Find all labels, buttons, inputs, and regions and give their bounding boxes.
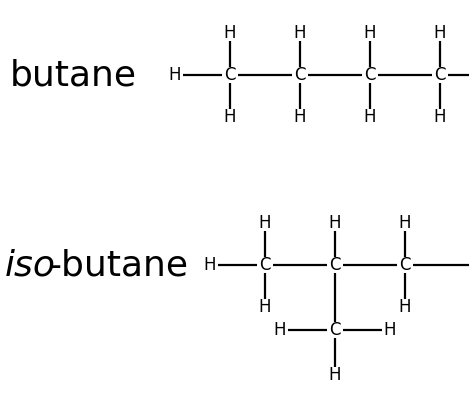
Text: H: H xyxy=(204,256,216,274)
Text: H: H xyxy=(434,24,446,42)
Text: H: H xyxy=(294,24,306,42)
Text: H: H xyxy=(364,108,376,126)
Text: H: H xyxy=(399,214,411,232)
Text: H: H xyxy=(274,321,286,339)
Text: C: C xyxy=(329,321,341,339)
Text: H: H xyxy=(434,108,446,126)
Text: -butane: -butane xyxy=(48,248,188,282)
Text: H: H xyxy=(259,214,271,232)
Text: C: C xyxy=(329,256,341,274)
Text: iso: iso xyxy=(5,248,56,282)
Text: C: C xyxy=(364,66,376,84)
Text: H: H xyxy=(399,298,411,316)
Text: C: C xyxy=(399,256,411,274)
Text: C: C xyxy=(294,66,306,84)
Text: C: C xyxy=(259,256,271,274)
Text: H: H xyxy=(224,24,236,42)
Text: H: H xyxy=(294,108,306,126)
Text: H: H xyxy=(384,321,396,339)
Text: H: H xyxy=(329,214,341,232)
Text: H: H xyxy=(259,298,271,316)
Text: H: H xyxy=(329,366,341,384)
Text: H: H xyxy=(364,24,376,42)
Text: C: C xyxy=(224,66,236,84)
Text: H: H xyxy=(169,66,181,84)
Text: H: H xyxy=(224,108,236,126)
Text: butane: butane xyxy=(10,58,137,92)
Text: C: C xyxy=(434,66,446,84)
